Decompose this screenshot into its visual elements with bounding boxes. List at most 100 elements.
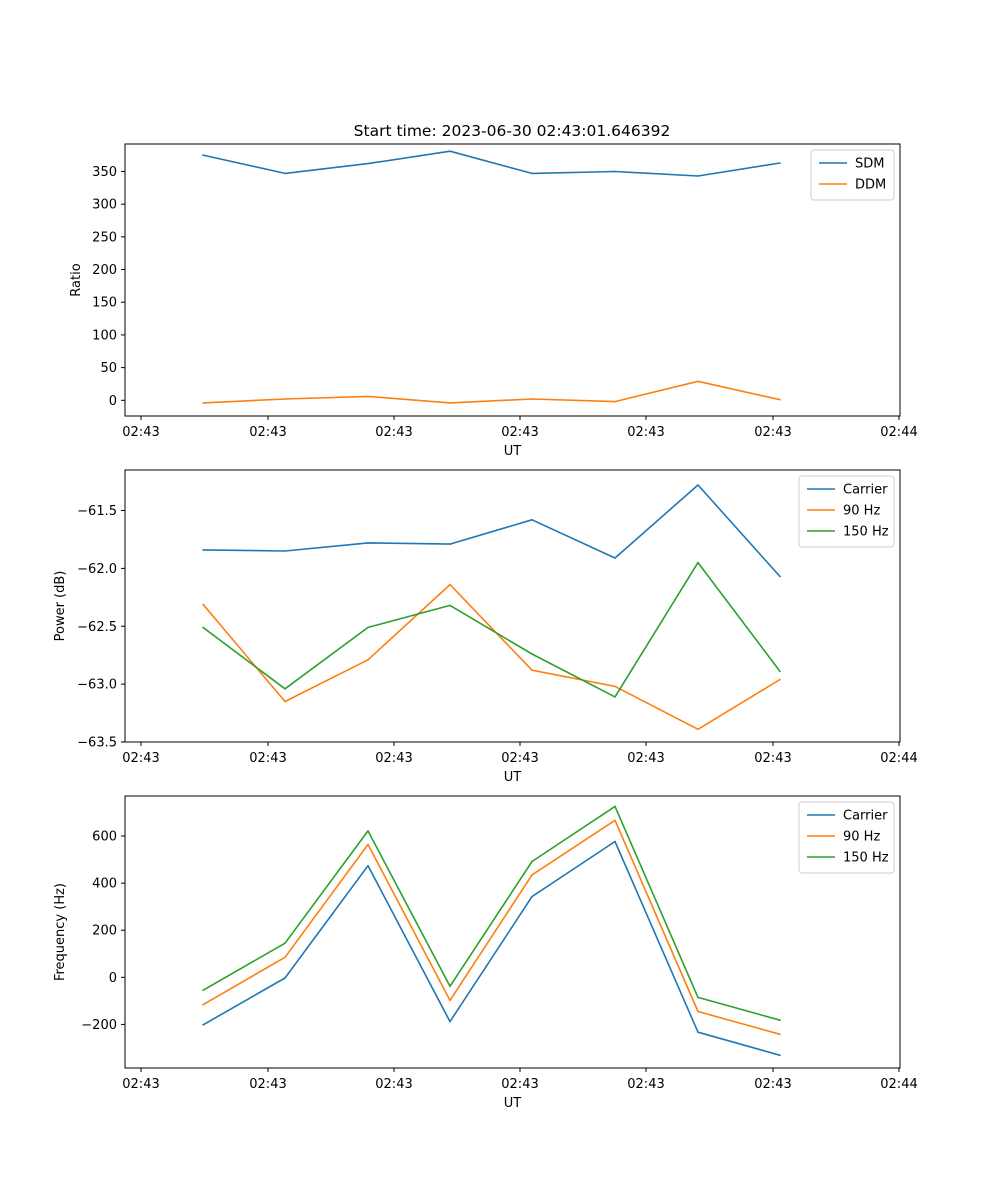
chart-panel-1: 02:43 02:43 02:43 02:43 02:43 02:43 02:44 0 50 10… <box>69 143 918 459</box>
data-point <box>697 728 699 731</box>
y-tick-label: 50 <box>100 361 117 376</box>
legend-label: DDM <box>855 178 886 193</box>
y-tick-label: −200 <box>81 1018 117 1033</box>
data-point <box>697 996 699 999</box>
data-point <box>779 162 781 164</box>
data-point <box>202 603 204 606</box>
x-tick-label: 02:43 <box>754 751 791 766</box>
data-point <box>614 840 616 843</box>
y-tick-label: 350 <box>92 165 117 180</box>
data-point <box>367 830 369 832</box>
x-tick-label: 02:43 <box>122 1077 159 1092</box>
x-tick-label: 02:43 <box>627 425 664 440</box>
data-point <box>614 685 616 688</box>
y-tick-label: 100 <box>92 328 117 343</box>
data-point <box>697 561 699 564</box>
data-point <box>284 550 286 552</box>
x-tick-label: 02:43 <box>754 425 791 440</box>
y-axis-label: Frequency (Hz) <box>53 883 68 981</box>
y-tick-label: 0 <box>109 394 117 409</box>
y-tick-label: 0 <box>109 971 117 986</box>
data-point <box>202 549 204 551</box>
data-point <box>531 519 533 521</box>
data-point <box>367 659 369 661</box>
data-point <box>779 1019 781 1021</box>
series-line-90-hz <box>202 819 781 1036</box>
data-point <box>202 154 204 156</box>
data-point <box>531 874 533 876</box>
data-point <box>367 395 369 398</box>
legend-label: 150 Hz <box>843 525 889 540</box>
x-tick-label: 02:43 <box>249 1077 286 1092</box>
data-point <box>697 1010 699 1013</box>
legend-label: SDM <box>855 157 884 172</box>
x-tick-label: 02:43 <box>375 751 412 766</box>
y-tick-label: −63.0 <box>77 678 117 693</box>
data-point <box>531 172 533 175</box>
x-tick-label: 02:43 <box>501 751 538 766</box>
x-axis-label: UT <box>504 444 522 459</box>
axes-frame <box>124 795 901 1069</box>
legend-box <box>798 475 895 548</box>
data-point <box>531 860 533 863</box>
data-point <box>367 162 369 165</box>
series-line-150-hz <box>202 805 781 1021</box>
data-point <box>449 402 451 404</box>
legend-label: 90 Hz <box>843 830 880 845</box>
series-line-150-hz <box>202 561 781 698</box>
x-tick-label: 02:43 <box>627 1077 664 1092</box>
x-tick-label: 02:43 <box>375 1077 412 1092</box>
data-point <box>779 398 781 401</box>
data-point <box>202 1003 204 1006</box>
legend-label: Carrier <box>843 483 888 498</box>
y-tick-label: 600 <box>92 830 117 845</box>
figure-title: Start time: 2023-06-30 02:43:01.646392 <box>354 122 671 140</box>
data-point <box>614 805 616 808</box>
x-axis-label: UT <box>504 770 522 785</box>
axes-frame <box>124 469 901 743</box>
x-tick-label: 02:44 <box>880 1077 917 1092</box>
x-tick-label: 02:43 <box>249 425 286 440</box>
data-point <box>779 1033 781 1036</box>
data-point <box>614 400 616 403</box>
data-point <box>614 557 616 559</box>
data-point <box>449 1020 451 1023</box>
data-point <box>202 402 204 404</box>
y-tick-label: 200 <box>92 924 117 939</box>
y-tick-label: 150 <box>92 296 117 311</box>
data-point <box>284 688 286 690</box>
x-tick-label: 02:43 <box>754 1077 791 1092</box>
data-point <box>697 380 699 383</box>
data-point <box>779 1054 781 1057</box>
data-point <box>284 398 286 400</box>
panels: 02:43 02:43 02:43 02:43 02:43 02:43 02:44 0 50 10… <box>53 143 918 1111</box>
data-point <box>284 942 286 944</box>
chart-panel-3: 02:43 02:43 02:43 02:43 02:43 02:43 02:44 −200 0… <box>53 795 918 1111</box>
data-point <box>284 700 286 703</box>
series-line-sdm <box>202 150 781 177</box>
data-point <box>531 398 533 400</box>
data-point <box>449 604 451 607</box>
x-tick-label: 02:44 <box>880 425 917 440</box>
y-tick-label: −62.0 <box>77 562 117 577</box>
legend-label: 150 Hz <box>843 851 889 866</box>
data-point <box>449 985 451 988</box>
x-tick-label: 02:43 <box>122 425 159 440</box>
data-point <box>284 172 286 175</box>
data-point <box>531 895 533 898</box>
data-point <box>779 575 781 578</box>
x-tick-label: 02:43 <box>375 425 412 440</box>
data-point <box>284 977 286 979</box>
legend-box <box>798 801 895 874</box>
x-tick-label: 02:44 <box>880 751 917 766</box>
data-point <box>614 819 616 822</box>
legend-label: 90 Hz <box>843 504 880 519</box>
data-point <box>202 1024 204 1026</box>
y-axis-label: Power (dB) <box>53 571 68 642</box>
data-point <box>779 670 781 673</box>
y-tick-label: 400 <box>92 877 117 892</box>
data-point <box>697 175 699 177</box>
data-point <box>449 150 451 152</box>
data-point <box>367 542 369 544</box>
